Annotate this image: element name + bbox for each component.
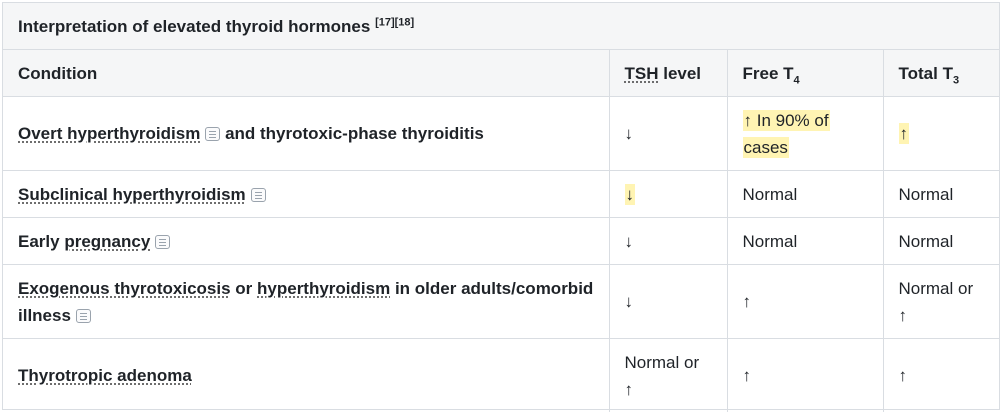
cell-total-t3: ↑ bbox=[883, 96, 999, 171]
tsh-value: ↓ bbox=[624, 124, 634, 143]
table-row: Subclinical hyperthyroidism ↓ Normal Nor… bbox=[3, 170, 999, 218]
cell-tsh: ↓ bbox=[609, 217, 728, 265]
header-tsh: TSH level bbox=[609, 49, 728, 97]
table-row: Overt hyperthyroidism and thyrotoxic-pha… bbox=[3, 96, 999, 171]
cell-condition: Early pregnancy bbox=[3, 217, 610, 265]
cell-condition: Subclinical hyperthyroidism bbox=[3, 170, 610, 218]
cell-tsh: ↓ bbox=[609, 264, 728, 339]
condition-text: or bbox=[235, 278, 253, 298]
table-caption: Interpretation of elevated thyroid hormo… bbox=[3, 3, 999, 50]
condition-text: Early bbox=[18, 231, 60, 251]
cell-free-t4: ↑ bbox=[727, 338, 884, 412]
ft4-value: ↑ bbox=[742, 366, 752, 385]
cell-condition: Overt hyperthyroidism and thyrotoxic-pha… bbox=[3, 96, 610, 171]
table-header-row: Condition TSH level Free T4 Total T3 bbox=[3, 49, 999, 97]
cell-total-t3: Normal or ↑ bbox=[883, 264, 999, 339]
cell-tsh: ↓ bbox=[609, 96, 728, 171]
tt3-value: ↑ bbox=[898, 123, 909, 144]
header-ft4-text: Free T bbox=[742, 63, 794, 83]
tt3-value-line1: Normal or bbox=[898, 278, 974, 298]
thyroid-hormone-table: Interpretation of elevated thyroid hormo… bbox=[3, 3, 999, 412]
tsh-value-line2: ↑ bbox=[624, 379, 634, 399]
cell-condition: Exogenous thyrotoxicosis or hyperthyroid… bbox=[3, 264, 610, 339]
tsh-value: ↓ bbox=[624, 231, 634, 251]
header-tt3-text: Total T bbox=[898, 63, 953, 83]
term-overt-hyperthyroidism[interactable]: Overt hyperthyroidism bbox=[18, 124, 201, 143]
cell-total-t3: Normal bbox=[883, 217, 999, 265]
ft4-value: ↑ bbox=[742, 292, 752, 311]
term-exogenous-thyrotoxicosis[interactable]: Exogenous thyrotoxicosis bbox=[18, 278, 231, 298]
note-icon[interactable] bbox=[75, 308, 91, 323]
tsh-value-line1: Normal or bbox=[624, 352, 700, 372]
note-icon[interactable] bbox=[250, 187, 266, 202]
term-pregnancy[interactable]: pregnancy bbox=[64, 231, 151, 251]
header-free-t4: Free T4 bbox=[727, 49, 884, 97]
header-ft4-sub: 4 bbox=[793, 73, 800, 86]
cell-total-t3: ↑ bbox=[883, 338, 999, 412]
ft4-value-line1: ↑ In 90% of bbox=[742, 109, 830, 131]
table-row: Early pregnancy ↓ Normal Normal bbox=[3, 217, 999, 265]
table-row: Thyrotropic adenoma Normal or ↑ ↑ ↑ bbox=[3, 338, 999, 412]
condition-text: and thyrotoxic-phase thyroiditis bbox=[225, 124, 484, 143]
table-caption-row: Interpretation of elevated thyroid hormo… bbox=[3, 3, 999, 50]
header-total-t3: Total T3 bbox=[883, 49, 999, 97]
cell-tsh: Normal or ↑ bbox=[609, 338, 728, 412]
condition-text: illness bbox=[18, 305, 71, 325]
cell-total-t3: Normal bbox=[883, 170, 999, 218]
table-row: Exogenous thyrotoxicosis or hyperthyroid… bbox=[3, 264, 999, 339]
term-subclinical-hyperthyroidism[interactable]: Subclinical hyperthyroidism bbox=[18, 184, 246, 204]
header-condition: Condition bbox=[3, 49, 610, 97]
cell-free-t4: Normal bbox=[727, 170, 884, 218]
term-hyperthyroidism[interactable]: hyperthyroidism bbox=[257, 278, 391, 298]
tsh-term-link[interactable]: TSH bbox=[624, 63, 659, 83]
reference-links[interactable]: [17][18] bbox=[375, 15, 415, 28]
cell-tsh: ↓ bbox=[609, 170, 728, 218]
header-tt3-sub: 3 bbox=[952, 73, 960, 86]
cell-free-t4: ↑ bbox=[727, 264, 884, 339]
cell-free-t4: Normal bbox=[727, 217, 884, 265]
note-icon[interactable] bbox=[155, 234, 171, 249]
cell-free-t4: ↑ In 90% of cases bbox=[727, 96, 884, 171]
term-thyrotropic-adenoma[interactable]: Thyrotropic adenoma bbox=[18, 366, 192, 385]
condition-text: in older adults/comorbid bbox=[394, 278, 594, 298]
note-icon[interactable] bbox=[205, 127, 221, 141]
tsh-value: ↓ bbox=[624, 292, 634, 311]
header-tsh-suffix: level bbox=[658, 63, 702, 83]
tt3-value: ↑ bbox=[898, 366, 908, 385]
cell-condition: Thyrotropic adenoma bbox=[3, 338, 610, 412]
tt3-value-line2: ↑ bbox=[898, 305, 908, 325]
table-title: Interpretation of elevated thyroid hormo… bbox=[18, 16, 371, 36]
tsh-value: ↓ bbox=[624, 183, 635, 205]
ft4-value-line2: cases bbox=[742, 136, 789, 158]
